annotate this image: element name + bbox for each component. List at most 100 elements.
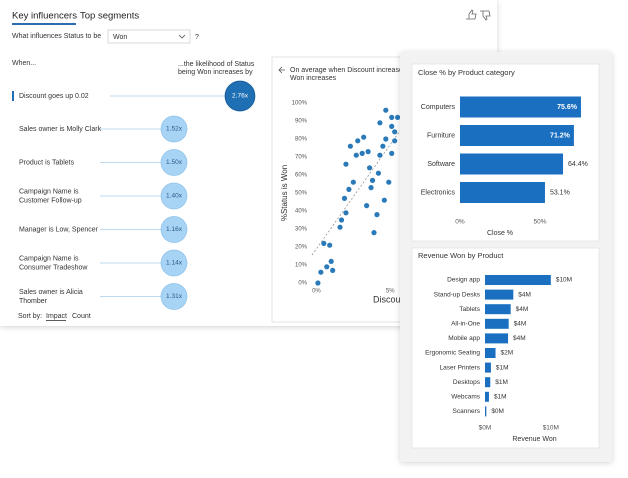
x-tick-label: 50%	[533, 219, 546, 226]
bar-chart: Close % by Product category Computers 75.6…	[418, 68, 588, 237]
value-label: $0M	[491, 408, 504, 415]
point	[369, 177, 376, 183]
y-tick-label: 10%	[295, 263, 308, 269]
value-label: $4M	[514, 321, 527, 328]
value-label: 75.6%	[557, 104, 578, 111]
influence-value: 1.14x	[166, 260, 183, 267]
tab[interactable]: Key influencers	[12, 11, 77, 22]
influence-value: 1.16x	[166, 226, 183, 233]
value-label: $10M	[556, 277, 572, 284]
point	[389, 114, 395, 120]
point	[341, 195, 348, 201]
point	[381, 197, 387, 203]
point	[365, 149, 371, 155]
point	[380, 143, 386, 149]
point	[355, 138, 361, 144]
bar	[485, 275, 551, 285]
influence-bubble	[160, 216, 188, 243]
detail-text: Won increases	[290, 75, 337, 82]
y-tick-label: 20%	[295, 245, 308, 251]
point	[343, 210, 349, 216]
x-tick-label: 0%	[455, 219, 465, 226]
chart-title: Revenue Won by Product	[418, 251, 504, 260]
thumbs-down-icon[interactable]	[480, 10, 491, 21]
point	[371, 230, 377, 236]
influencer-label: Customer Follow-up	[19, 197, 82, 204]
sort-option[interactable]: Impact	[46, 313, 67, 320]
point	[392, 129, 398, 135]
influence-bubble	[160, 115, 188, 143]
y-tick-label: 100%	[292, 101, 308, 107]
point	[327, 242, 333, 248]
point	[389, 123, 395, 129]
sort-label: Sort by:	[18, 313, 42, 320]
influence-value: 1.50x	[166, 159, 183, 166]
header-icons	[466, 9, 491, 21]
point	[386, 179, 392, 185]
value-label: $1M	[496, 364, 509, 371]
point	[383, 107, 389, 113]
category-label: Desktops	[453, 379, 481, 386]
point	[353, 152, 359, 158]
point	[364, 203, 370, 209]
thumbs-up-icon[interactable]	[466, 9, 477, 20]
category-label: Ergonomic Seating	[425, 350, 480, 357]
category-label: Design app	[447, 277, 480, 284]
influencer-label: Sales owner is Molly Clark	[19, 126, 102, 133]
bar	[460, 96, 581, 118]
y-axis-label: %Status is Won	[280, 165, 289, 221]
influence-bubble	[160, 149, 188, 176]
bar	[460, 182, 545, 203]
value-label: $4M	[516, 306, 529, 313]
point	[321, 240, 327, 246]
influencer-label: Discount goes up 0.02	[19, 93, 89, 100]
point	[359, 150, 365, 156]
column-header: ...the likelihood of Status	[178, 61, 255, 68]
value-label: 71.2%	[550, 132, 571, 139]
bar	[485, 377, 491, 388]
dropdown[interactable]	[107, 29, 191, 44]
influencer-label: Campaign Name is	[19, 188, 79, 195]
point	[350, 179, 356, 185]
influencer-label: Consumer Tradeshow	[19, 264, 88, 271]
x-tick-label: $0M	[479, 425, 492, 432]
bar	[485, 304, 511, 315]
tab[interactable]: Top segments	[80, 11, 139, 22]
dropdown-value: Won	[113, 34, 127, 41]
influence-bubble	[224, 80, 256, 112]
x-tick-label: 0%	[312, 289, 321, 295]
bar	[485, 362, 491, 373]
category-label: Mobile app	[448, 335, 480, 342]
bar	[485, 391, 489, 402]
point	[395, 114, 401, 120]
chart-title: Close % by Product category	[418, 68, 515, 77]
category-label: Webcams	[451, 394, 481, 401]
point	[315, 280, 321, 286]
bar	[485, 406, 487, 417]
x-axis-label: Revenue Won	[512, 436, 556, 443]
influencer-label: Sales owner is Alicia	[19, 289, 83, 296]
bar	[485, 333, 509, 344]
tab-underline	[12, 23, 76, 25]
value-label: $1M	[495, 379, 508, 386]
point	[392, 138, 398, 144]
influencer-list: Discount goes up 0.02 2.76x Sales owner is…	[12, 80, 256, 310]
column-header: When...	[12, 60, 36, 67]
point	[328, 258, 334, 264]
y-tick-label: 50%	[295, 191, 308, 197]
point	[330, 267, 336, 273]
back-arrow[interactable]	[278, 66, 285, 74]
point	[318, 269, 324, 275]
category-label: Laser Printers	[440, 364, 481, 371]
point	[361, 134, 367, 140]
y-tick-label: 40%	[295, 209, 308, 215]
category-label: All-in-One	[451, 321, 480, 328]
help[interactable]: ?	[195, 34, 199, 41]
point	[389, 150, 395, 156]
y-tick-label: 70%	[295, 155, 308, 161]
value-label: $2M	[501, 350, 514, 357]
overlay-card: Close % by Product category Computers 75.6…	[400, 52, 612, 462]
x-tick-label: 5%	[386, 289, 395, 295]
sort-option[interactable]: Count	[72, 313, 91, 320]
